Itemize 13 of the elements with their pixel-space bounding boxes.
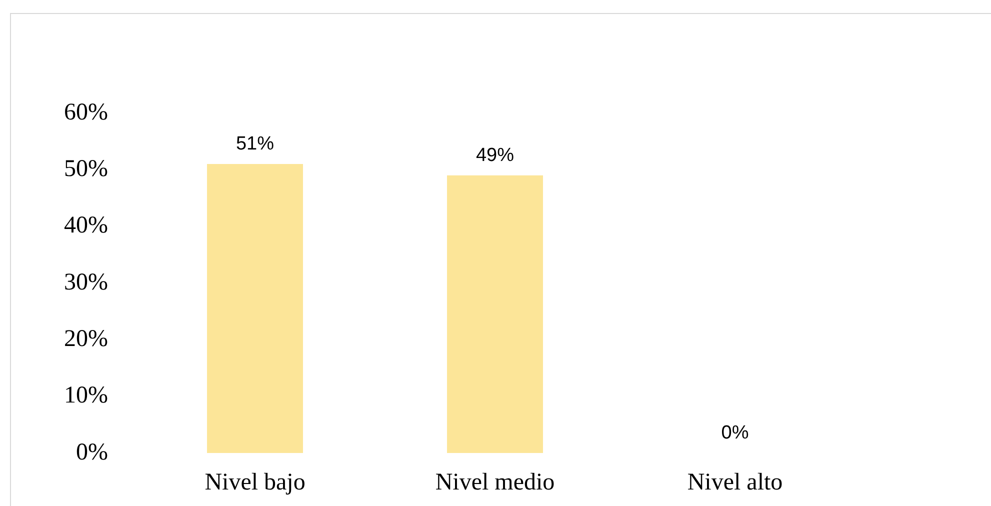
y-tick-label: 50% — [64, 156, 108, 182]
data-label: 0% — [721, 422, 749, 444]
y-tick-label: 40% — [64, 212, 108, 239]
x-tick-label: Nivel medio — [435, 470, 555, 496]
x-tick-label: Nivel bajo — [204, 470, 306, 496]
y-tick-label: 0% — [76, 439, 108, 466]
y-tick-label: 10% — [64, 382, 108, 409]
data-label: 51% — [236, 134, 274, 155]
data-label: 49% — [476, 145, 514, 166]
x-tick-label: Nivel alto — [687, 470, 783, 496]
y-tick-label: 30% — [64, 269, 108, 296]
y-tick-label: 20% — [64, 326, 108, 352]
y-tick-label: 60% — [64, 99, 108, 126]
